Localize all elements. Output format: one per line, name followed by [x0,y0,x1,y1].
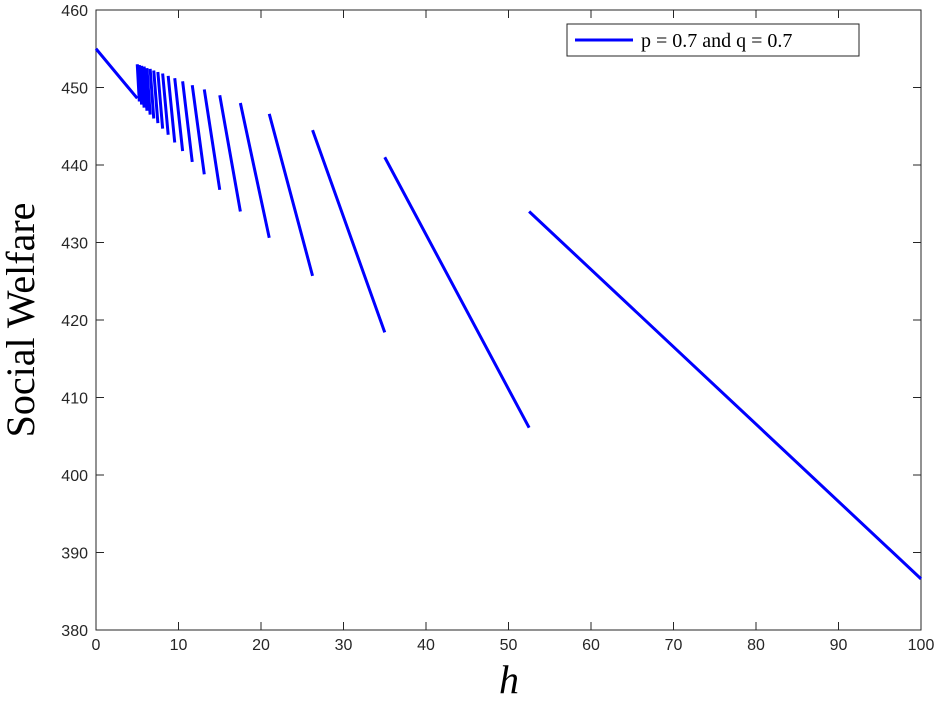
legend-label: p = 0.7 and q = 0.7 [641,30,792,52]
x-tick-label: 60 [582,637,600,654]
x-tick-label: 50 [500,637,518,654]
x-tick-label: 30 [335,637,353,654]
y-tick-label: 430 [61,236,88,253]
x-tick-label: 90 [830,637,848,654]
y-tick-label: 380 [61,623,88,640]
y-tick-label: 400 [61,468,88,485]
line-series [94,47,923,580]
y-tick-label: 410 [61,391,88,408]
x-tick-label: 100 [908,637,935,654]
x-tick-label: 10 [170,637,188,654]
x-tick-label: 0 [92,637,101,654]
y-tick-label: 460 [61,3,88,20]
x-tick-label: 40 [417,637,435,654]
x-tick-label: 20 [252,637,270,654]
y-tick-label: 450 [61,81,88,98]
plot-area [95,9,922,631]
x-tick-label: 80 [747,637,765,654]
y-tick-label: 420 [61,313,88,330]
y-tick-label: 390 [61,546,88,563]
y-tick-label: 440 [61,158,88,175]
x-tick-label: 70 [665,637,683,654]
y-axis-label: Social Welfare [0,203,43,438]
x-axis-label: h [499,657,519,702]
